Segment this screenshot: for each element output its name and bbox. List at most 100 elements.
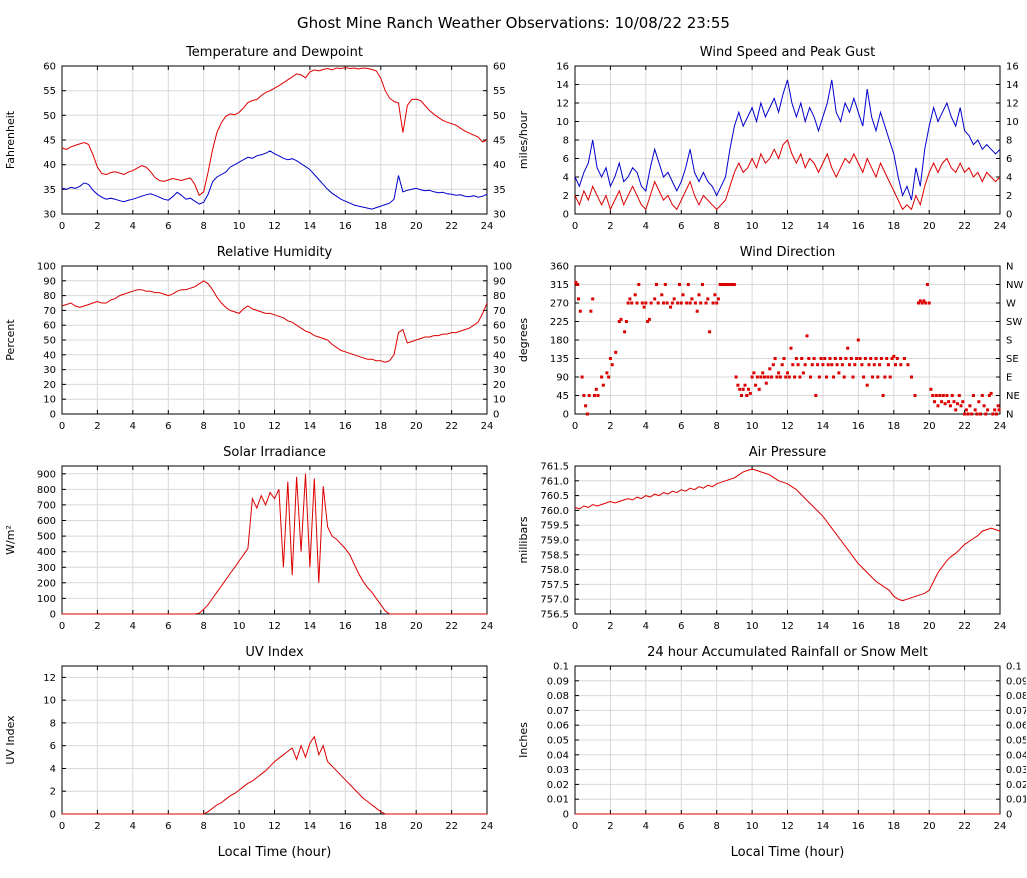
svg-text:16: 16	[556, 62, 569, 73]
svg-text:50: 50	[43, 336, 56, 347]
svg-text:UV Index: UV Index	[245, 645, 304, 660]
svg-text:0.01: 0.01	[1006, 795, 1026, 806]
svg-text:30: 30	[493, 210, 506, 221]
svg-text:24: 24	[994, 421, 1007, 432]
svg-text:760.5: 760.5	[540, 491, 569, 502]
svg-text:759.5: 759.5	[540, 521, 569, 532]
svg-text:0: 0	[563, 210, 569, 221]
svg-text:6: 6	[50, 741, 56, 752]
svg-text:8: 8	[714, 821, 720, 832]
svg-text:0.01: 0.01	[547, 795, 569, 806]
svg-text:8: 8	[50, 718, 56, 729]
svg-text:12: 12	[268, 221, 281, 232]
svg-text:16: 16	[339, 621, 352, 632]
svg-text:18: 18	[887, 621, 900, 632]
svg-text:50: 50	[43, 111, 56, 122]
svg-text:18: 18	[374, 421, 387, 432]
svg-text:4: 4	[643, 421, 649, 432]
svg-text:0: 0	[59, 821, 65, 832]
svg-text:W/m²: W/m²	[4, 525, 17, 555]
chart-svg-air-pressure: 0 2 4 6 8 10 12 14 16 18 20 22 24756.5757.0757.5758.…	[517, 445, 1007, 632]
svg-text:0.04: 0.04	[547, 750, 569, 761]
svg-text:14: 14	[817, 221, 830, 232]
svg-text:18: 18	[374, 221, 387, 232]
svg-text:2: 2	[94, 221, 100, 232]
svg-text:35: 35	[493, 185, 506, 196]
svg-text:12: 12	[1006, 99, 1019, 110]
svg-text:80: 80	[493, 291, 506, 302]
svg-text:0: 0	[59, 221, 65, 232]
svg-text:20: 20	[410, 221, 423, 232]
svg-text:180: 180	[550, 336, 569, 347]
chart-air-pressure: 0 2 4 6 8 10 12 14 16 18 20 22 24 756.5 757.0 757.5 758.…	[513, 440, 1026, 640]
svg-text:24: 24	[994, 221, 1007, 232]
svg-text:10: 10	[233, 221, 246, 232]
svg-text:10: 10	[1006, 117, 1019, 128]
svg-text:24: 24	[994, 621, 1007, 632]
svg-text:6: 6	[563, 154, 569, 165]
svg-text:2: 2	[50, 787, 56, 798]
svg-text:6: 6	[678, 621, 684, 632]
svg-text:757.0: 757.0	[540, 595, 569, 606]
svg-text:2: 2	[607, 621, 613, 632]
svg-text:Wind Speed and Peak Gust: Wind Speed and Peak Gust	[700, 45, 875, 60]
svg-text:45: 45	[43, 136, 56, 147]
svg-text:14: 14	[556, 80, 569, 91]
svg-text:800: 800	[37, 485, 56, 496]
svg-text:0.02: 0.02	[547, 780, 569, 791]
svg-text:0.03: 0.03	[547, 765, 569, 776]
svg-text:0.04: 0.04	[1006, 750, 1026, 761]
svg-text:40: 40	[43, 350, 56, 361]
svg-text:360: 360	[550, 262, 569, 273]
svg-text:degrees: degrees	[517, 318, 530, 363]
svg-text:90: 90	[493, 276, 506, 287]
svg-text:Relative Humidity: Relative Humidity	[217, 245, 333, 260]
svg-text:12: 12	[781, 821, 794, 832]
chart-wind-speed-gust: 0 2 4 6 8 10 12 14 16 18 20 22 24 0 0 2 2 4 4 6 6 8 8 10 10 12 12 1…	[513, 40, 1026, 240]
svg-text:6: 6	[678, 821, 684, 832]
svg-text:20: 20	[923, 821, 936, 832]
svg-text:30: 30	[43, 210, 56, 221]
svg-text:18: 18	[887, 821, 900, 832]
svg-text:759.0: 759.0	[540, 536, 569, 547]
svg-text:0: 0	[59, 421, 65, 432]
svg-text:Percent: Percent	[4, 319, 17, 361]
svg-text:8: 8	[1006, 136, 1012, 147]
svg-text:16: 16	[852, 621, 865, 632]
svg-text:0.1: 0.1	[553, 662, 569, 673]
svg-text:0: 0	[493, 410, 499, 421]
svg-text:22: 22	[445, 221, 458, 232]
svg-text:20: 20	[923, 621, 936, 632]
svg-text:E: E	[1006, 373, 1012, 384]
svg-text:4: 4	[130, 221, 136, 232]
svg-text:100: 100	[37, 262, 56, 273]
svg-text:10: 10	[233, 821, 246, 832]
svg-text:4: 4	[643, 821, 649, 832]
svg-text:225: 225	[550, 317, 569, 328]
svg-text:Fahrenheit: Fahrenheit	[4, 110, 17, 169]
svg-text:315: 315	[550, 280, 569, 291]
svg-text:2: 2	[94, 821, 100, 832]
svg-text:6: 6	[678, 421, 684, 432]
svg-text:20: 20	[43, 380, 56, 391]
svg-text:30: 30	[493, 365, 506, 376]
svg-text:18: 18	[374, 821, 387, 832]
svg-text:16: 16	[339, 821, 352, 832]
svg-text:14: 14	[304, 221, 317, 232]
svg-text:16: 16	[339, 221, 352, 232]
svg-text:2: 2	[607, 821, 613, 832]
svg-text:24: 24	[994, 821, 1007, 832]
svg-text:Inches: Inches	[517, 722, 530, 758]
svg-text:0.05: 0.05	[1006, 736, 1026, 747]
svg-text:400: 400	[37, 547, 56, 558]
svg-text:270: 270	[550, 299, 569, 310]
svg-text:4: 4	[130, 621, 136, 632]
svg-text:10: 10	[233, 421, 246, 432]
svg-text:761.5: 761.5	[540, 462, 569, 473]
svg-text:40: 40	[493, 160, 506, 171]
chart-solar-irradiance: 0 2 4 6 8 10 12 14 16 18 20 22 24 0 100 200 300 400 500 600…	[0, 440, 513, 640]
svg-text:760.0: 760.0	[540, 506, 569, 517]
svg-text:10: 10	[746, 821, 759, 832]
